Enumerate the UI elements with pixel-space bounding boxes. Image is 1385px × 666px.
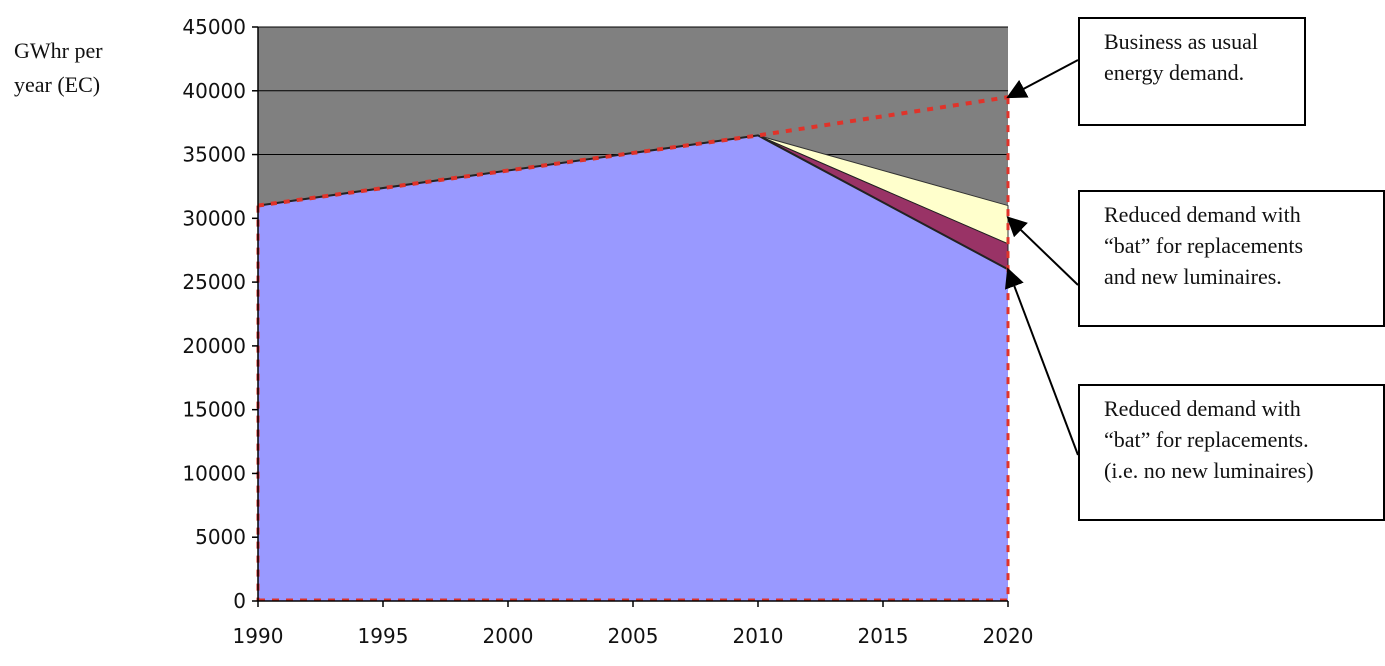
y-tick-label: 0 [233, 589, 246, 613]
y-tick-label: 20000 [182, 334, 246, 358]
callout-text: Reduced demand with [1104, 202, 1301, 227]
area-reduced-demand [258, 135, 1008, 601]
callout-arrow [1004, 267, 1079, 456]
x-tick-label: 2020 [983, 624, 1034, 648]
y-tick-label: 15000 [182, 398, 246, 422]
x-tick-label: 1995 [358, 624, 409, 648]
callout-text: and new luminaires. [1104, 264, 1282, 289]
callout-text: Business as usual [1104, 29, 1258, 54]
callout-replacements-only: Reduced demand with “bat” for replacemen… [1078, 384, 1385, 521]
callout-arrow [1006, 59, 1079, 99]
x-tick-label: 2005 [608, 624, 659, 648]
x-tick-label: 2000 [483, 624, 534, 648]
y-axis-label-line-2: year (EC) [14, 72, 100, 97]
x-tick-label: 1990 [233, 624, 284, 648]
callout-text: “bat” for replacements [1104, 233, 1304, 258]
callout-replacements-and-new: Reduced demand with “bat” for replacemen… [1078, 190, 1385, 327]
callout-text: (i.e. no new luminaires) [1104, 458, 1314, 483]
x-tick-label: 2015 [858, 624, 909, 648]
y-tick-label: 10000 [182, 461, 246, 485]
callout-business-as-usual: Business as usual energy demand. [1078, 17, 1306, 126]
callout-arrow [1006, 216, 1079, 286]
line-reduced-demand [257, 134, 1009, 271]
y-axis-label-line-1: GWhr per [14, 38, 103, 63]
callout-text: energy demand. [1104, 60, 1245, 85]
y-tick-label: 5000 [195, 525, 246, 549]
y-tick-label: 30000 [182, 206, 246, 230]
callout-text: “bat” for replacements. [1104, 427, 1309, 452]
x-tick-label: 2010 [733, 624, 784, 648]
y-tick-label: 35000 [182, 143, 246, 167]
callout-text: Reduced demand with [1104, 396, 1301, 421]
y-tick-label: 25000 [182, 270, 246, 294]
y-tick-label: 40000 [182, 79, 246, 103]
y-tick-label: 45000 [182, 15, 246, 39]
